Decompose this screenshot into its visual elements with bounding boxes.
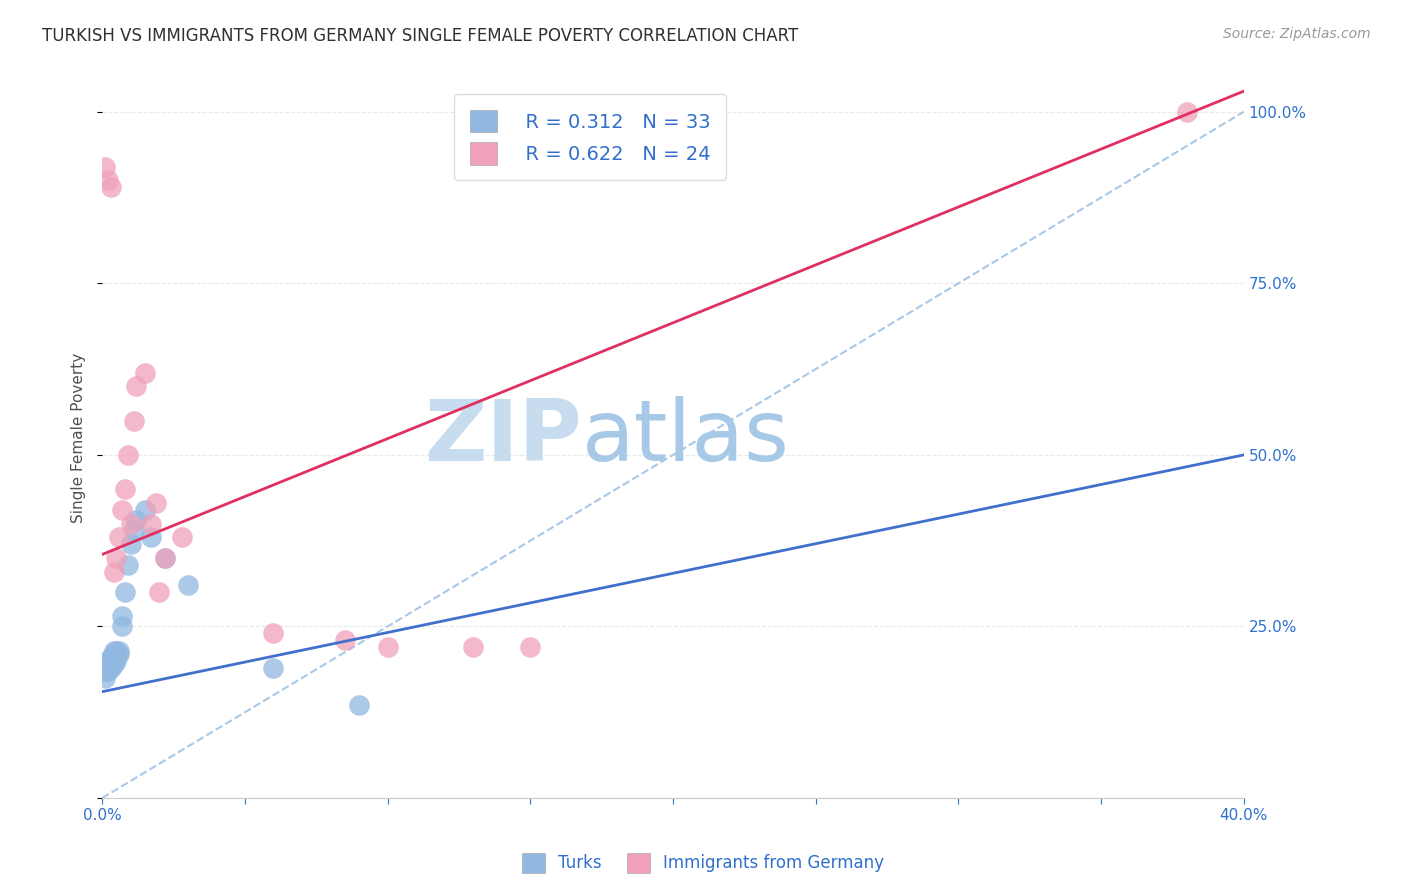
Point <box>105 647 128 661</box>
Point <box>103 643 125 657</box>
Point <box>103 657 125 672</box>
Point <box>139 530 162 544</box>
Point <box>105 650 128 665</box>
Point <box>111 609 134 624</box>
Point <box>145 496 167 510</box>
Point <box>122 414 145 428</box>
Point <box>120 516 142 531</box>
Point <box>97 657 120 672</box>
Legend:   R = 0.312   N = 33,   R = 0.622   N = 24: R = 0.312 N = 33, R = 0.622 N = 24 <box>454 95 725 180</box>
Point <box>111 619 134 633</box>
Text: atlas: atlas <box>582 396 790 479</box>
Text: ZIP: ZIP <box>425 396 582 479</box>
Point <box>97 654 120 668</box>
Point <box>94 664 117 678</box>
Point <box>519 640 541 654</box>
Point <box>103 647 125 661</box>
Legend: Turks, Immigrants from Germany: Turks, Immigrants from Germany <box>515 847 891 880</box>
Point <box>117 558 139 572</box>
Point <box>134 503 156 517</box>
Point <box>153 550 176 565</box>
Point <box>103 565 125 579</box>
Point <box>100 650 122 665</box>
Point <box>114 585 136 599</box>
Point <box>94 661 117 675</box>
Point <box>134 366 156 380</box>
Point <box>94 671 117 685</box>
Point <box>111 503 134 517</box>
Point <box>153 550 176 565</box>
Point <box>125 513 148 527</box>
Point <box>105 643 128 657</box>
Point <box>108 643 131 657</box>
Point <box>97 661 120 675</box>
Point <box>463 640 485 654</box>
Point <box>177 578 200 592</box>
Point <box>100 180 122 194</box>
Point <box>125 379 148 393</box>
Point <box>97 173 120 187</box>
Point <box>1175 104 1198 119</box>
Point <box>139 516 162 531</box>
Point <box>120 537 142 551</box>
Point <box>377 640 399 654</box>
Point <box>105 654 128 668</box>
Point <box>94 160 117 174</box>
Point <box>262 661 284 675</box>
Point <box>333 633 356 648</box>
Point <box>100 657 122 672</box>
Point <box>108 647 131 661</box>
Text: Source: ZipAtlas.com: Source: ZipAtlas.com <box>1223 27 1371 41</box>
Point <box>108 530 131 544</box>
Point <box>122 524 145 538</box>
Point <box>148 585 170 599</box>
Point <box>114 482 136 496</box>
Point <box>105 550 128 565</box>
Text: TURKISH VS IMMIGRANTS FROM GERMANY SINGLE FEMALE POVERTY CORRELATION CHART: TURKISH VS IMMIGRANTS FROM GERMANY SINGL… <box>42 27 799 45</box>
Y-axis label: Single Female Poverty: Single Female Poverty <box>72 352 86 523</box>
Point <box>100 661 122 675</box>
Point <box>347 698 370 713</box>
Point <box>117 448 139 462</box>
Point <box>262 626 284 640</box>
Point <box>172 530 194 544</box>
Point <box>100 654 122 668</box>
Point <box>97 664 120 678</box>
